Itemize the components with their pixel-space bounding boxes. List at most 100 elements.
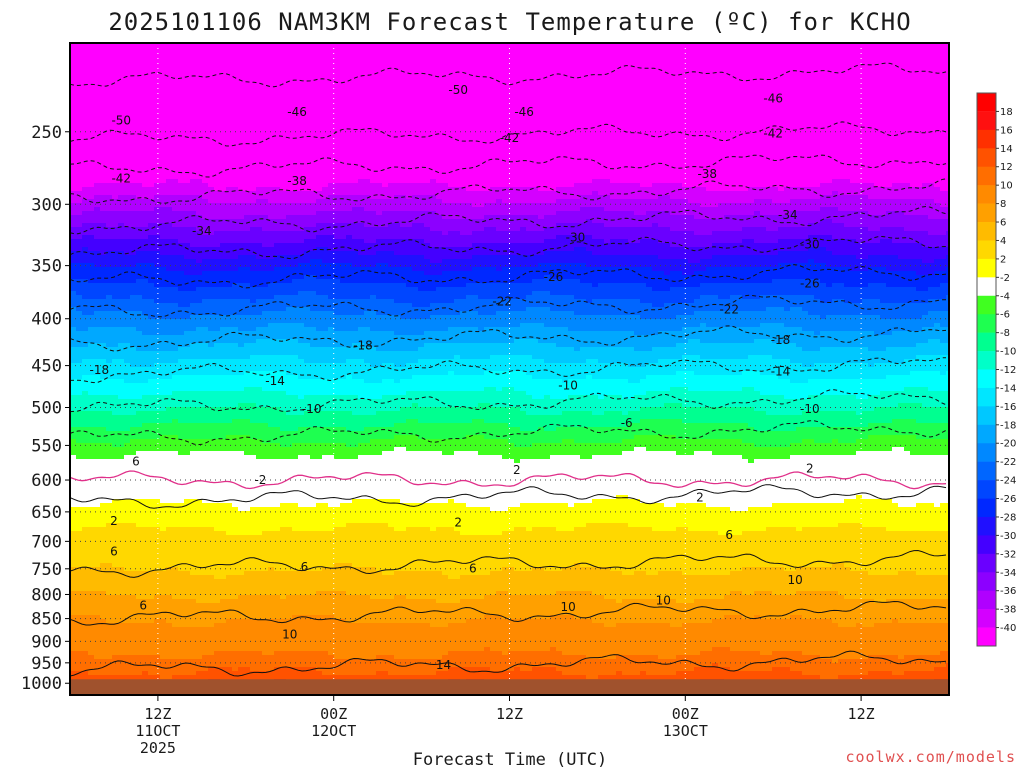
temperature-cell xyxy=(100,431,107,436)
temperature-cell xyxy=(106,579,113,584)
temperature-cell xyxy=(160,307,167,312)
temperature-cell xyxy=(76,607,83,612)
temperature-cell xyxy=(154,479,161,484)
temperature-cell xyxy=(184,667,191,672)
temperature-cell xyxy=(178,163,185,168)
temperature-cell xyxy=(166,511,173,516)
temperature-cell xyxy=(244,535,251,540)
temperature-cell xyxy=(112,67,119,72)
temperature-cell xyxy=(226,103,233,108)
temperature-cell xyxy=(244,139,251,144)
temperature-cell xyxy=(82,91,89,96)
temperature-cell xyxy=(100,427,107,432)
temperature-cell xyxy=(88,111,95,116)
temperature-cell xyxy=(166,547,173,552)
temperature-cell xyxy=(208,575,215,580)
temperature-cell xyxy=(130,643,137,648)
temperature-cell xyxy=(154,51,161,56)
temperature-cell xyxy=(94,303,101,308)
temperature-cell xyxy=(154,491,161,496)
temperature-cell xyxy=(112,603,119,608)
temperature-cell xyxy=(232,359,239,364)
temperature-cell xyxy=(250,399,257,404)
temperature-cell xyxy=(130,599,137,604)
temperature-cell xyxy=(172,47,179,52)
temperature-cell xyxy=(220,91,227,96)
temperature-cell xyxy=(76,603,83,608)
temperature-cell xyxy=(220,503,227,508)
temperature-cell xyxy=(214,603,221,608)
temperature-cell xyxy=(214,395,221,400)
temperature-cell xyxy=(124,667,131,672)
temperature-cell xyxy=(88,383,95,388)
temperature-cell xyxy=(196,359,203,364)
temperature-cell xyxy=(190,619,197,624)
temperature-cell xyxy=(202,547,209,552)
temperature-cell xyxy=(82,51,89,56)
temperature-cell xyxy=(220,163,227,168)
temperature-cell xyxy=(112,587,119,592)
temperature-cell xyxy=(124,567,131,572)
temperature-cell xyxy=(76,51,83,56)
temperature-cell xyxy=(124,463,131,468)
temperature-cell xyxy=(220,295,227,300)
temperature-cell xyxy=(244,323,251,328)
temperature-cell xyxy=(112,203,119,208)
temperature-cell xyxy=(244,63,251,68)
temperature-cell xyxy=(100,95,107,100)
temperature-cell xyxy=(244,239,251,244)
temperature-cell xyxy=(130,51,137,56)
temperature-cell xyxy=(208,503,215,508)
temperature-cell xyxy=(196,167,203,172)
temperature-cell xyxy=(232,471,239,476)
temperature-cell xyxy=(220,371,227,376)
temperature-cell xyxy=(76,47,83,52)
temperature-cell xyxy=(106,567,113,572)
temperature-cell xyxy=(250,379,257,384)
temperature-cell xyxy=(88,263,95,268)
temperature-cell xyxy=(184,347,191,352)
temperature-cell xyxy=(184,527,191,532)
temperature-cell xyxy=(118,107,125,112)
temperature-cell xyxy=(130,399,137,404)
temperature-cell xyxy=(100,419,107,424)
temperature-cell xyxy=(82,311,89,316)
temperature-cell xyxy=(88,143,95,148)
temperature-cell xyxy=(100,327,107,332)
temperature-cell xyxy=(130,623,137,628)
temperature-cell xyxy=(94,635,101,640)
temperature-cell xyxy=(76,151,83,156)
temperature-cell xyxy=(232,475,239,480)
temperature-cell xyxy=(130,259,137,264)
temperature-cell xyxy=(124,95,131,100)
temperature-cell xyxy=(166,343,173,348)
temperature-cell xyxy=(250,355,257,360)
temperature-cell xyxy=(172,235,179,240)
temperature-cell xyxy=(196,559,203,564)
temperature-cell xyxy=(76,79,83,84)
temperature-cell xyxy=(142,271,149,276)
temperature-cell xyxy=(100,139,107,144)
temperature-cell xyxy=(94,575,101,580)
temperature-cell xyxy=(76,491,83,496)
temperature-cell xyxy=(166,247,173,252)
temperature-cell xyxy=(148,159,155,164)
temperature-cell xyxy=(208,551,215,556)
temperature-cell xyxy=(184,499,191,504)
temperature-cell xyxy=(154,659,161,664)
temperature-cell xyxy=(82,387,89,392)
temperature-cell xyxy=(214,107,221,112)
temperature-cell xyxy=(160,647,167,652)
temperature-cell xyxy=(118,139,125,144)
temperature-cell xyxy=(220,571,227,576)
temperature-cell xyxy=(118,423,125,428)
temperature-cell xyxy=(184,655,191,660)
temperature-cell xyxy=(76,471,83,476)
temperature-cell xyxy=(232,339,239,344)
temperature-cell xyxy=(106,343,113,348)
temperature-cell xyxy=(154,443,161,448)
temperature-cell xyxy=(166,391,173,396)
temperature-cell xyxy=(154,627,161,632)
temperature-cell xyxy=(94,431,101,436)
temperature-cell xyxy=(118,599,125,604)
